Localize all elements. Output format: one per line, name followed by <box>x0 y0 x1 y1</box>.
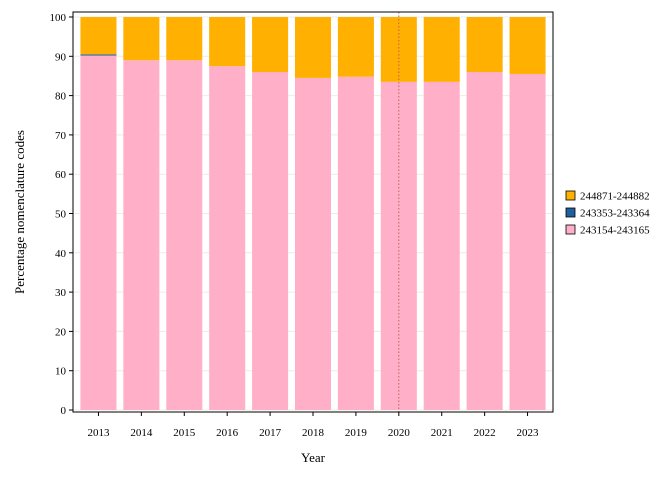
bar-segment <box>423 81 460 410</box>
bar-segment <box>123 17 160 61</box>
bar-segment <box>80 54 117 56</box>
legend: 244871-244882 243353-243364 243154-243165 <box>565 190 650 237</box>
x-tick-label: 2022 <box>474 427 496 439</box>
bar-segment <box>123 60 160 410</box>
x-tick-label: 2021 <box>431 427 453 439</box>
y-axis: 0 10 20 30 40 50 60 70 80 90 100 <box>50 12 73 417</box>
legend-swatch <box>565 207 576 218</box>
bar-segment <box>166 60 203 410</box>
bar-segment <box>80 17 117 55</box>
x-tick-label: 2017 <box>259 427 282 439</box>
x-tick-label: 2020 <box>388 427 411 439</box>
x-tick-label: 2023 <box>517 427 540 439</box>
y-tick-label: 100 <box>50 12 67 24</box>
x-axis: 2013 2014 2015 2016 2017 2018 2019 2020 2021 2022… <box>87 412 539 439</box>
bar-segment <box>252 72 289 411</box>
y-tick-label: 50 <box>55 209 67 221</box>
legend-label: 244871-244882 <box>580 191 650 203</box>
bar-segment <box>252 17 289 73</box>
x-tick-label: 2016 <box>216 427 239 439</box>
bar-segment <box>509 17 546 74</box>
bar-segment <box>337 17 374 77</box>
y-tick-label: 30 <box>55 287 67 299</box>
bar-segment <box>337 76 374 411</box>
bar-segment <box>294 77 332 410</box>
legend-label: 243154-243165 <box>580 225 650 237</box>
y-tick-label: 10 <box>55 366 67 378</box>
bar-segment <box>166 17 203 61</box>
bar-segment <box>466 17 503 73</box>
y-axis-title: Percentage nomenclature codes <box>12 130 27 294</box>
bar-segment <box>80 55 117 410</box>
x-tick-label: 2014 <box>130 427 153 439</box>
y-tick-label: 80 <box>55 91 67 103</box>
x-tick-label: 2019 <box>345 427 368 439</box>
x-tick-label: 2015 <box>173 427 196 439</box>
bar-segment <box>380 17 417 82</box>
x-tick-label: 2013 <box>87 427 110 439</box>
legend-label: 243353-243364 <box>580 208 650 220</box>
bar-segment <box>294 17 332 78</box>
y-tick-label: 40 <box>55 248 67 260</box>
x-tick-label: 2018 <box>302 427 325 439</box>
y-tick-label: 60 <box>55 169 67 181</box>
x-axis-title: Year <box>301 450 326 465</box>
legend-swatch <box>565 190 576 201</box>
bar-segment <box>509 73 546 411</box>
bar-segment <box>209 66 246 410</box>
y-tick-label: 0 <box>61 405 67 417</box>
bar-segment <box>209 17 246 67</box>
bar-segment <box>423 17 460 82</box>
legend-swatch <box>565 224 576 235</box>
y-tick-label: 90 <box>55 51 67 63</box>
y-tick-label: 20 <box>55 326 67 338</box>
bars <box>80 17 546 411</box>
y-tick-label: 70 <box>55 130 67 142</box>
bar-segment <box>466 72 503 411</box>
